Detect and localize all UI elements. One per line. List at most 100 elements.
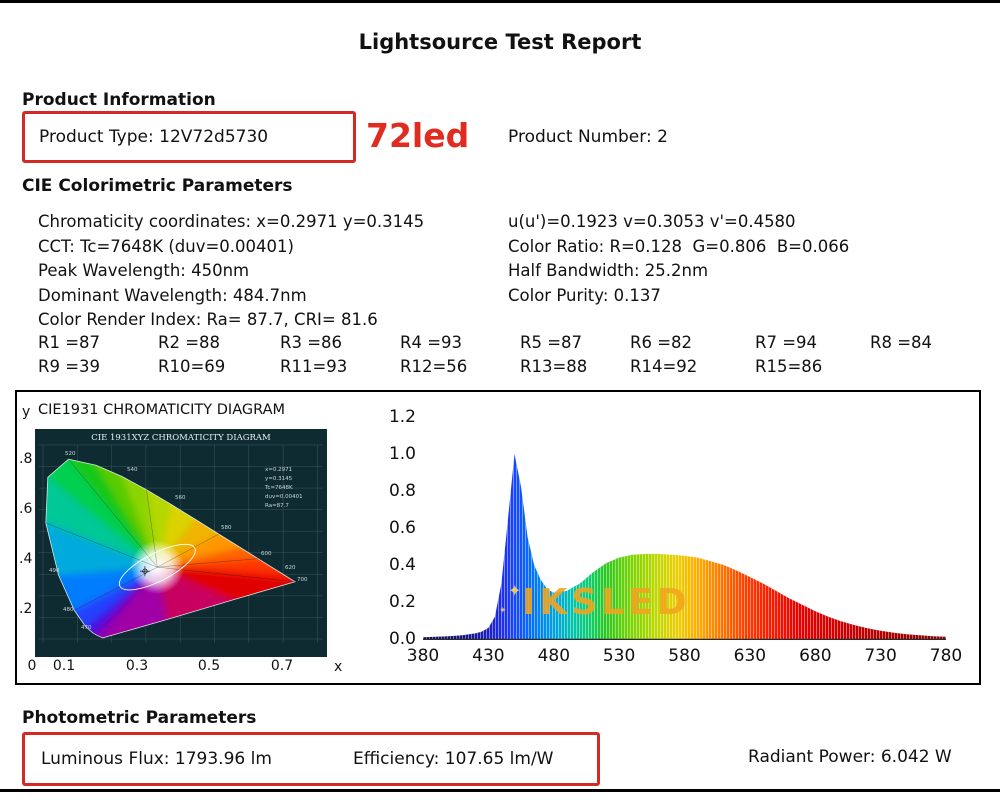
spd-x-ticks-label: 680	[799, 646, 832, 666]
cri-value: R11=93	[280, 357, 348, 376]
svg-text:540: 540	[127, 467, 138, 473]
svg-text:520: 520	[65, 451, 76, 457]
cri-row-2: R9 =39 R10=69 R11=93 R12=56 R13=88 R14=92 R15=…	[38, 357, 950, 376]
photometric-box: Luminous Flux: 1793.96 lm Efficiency: 10…	[22, 732, 600, 786]
cie-x-ticks-label: 0.7	[270, 658, 294, 674]
cri-value: R12=56	[400, 357, 468, 376]
spd-y-ticks-label: 0.0	[388, 629, 416, 649]
cie-y-ticks-label: .8	[19, 451, 33, 467]
spd-x-ticks-label: 730	[864, 646, 897, 666]
charts-panel: y CIE1931 CHROMATICITY DIAGRAM .8 .6 .4 .2	[15, 390, 981, 685]
cie-y-ticks: .8 .6 .4 .2	[17, 392, 352, 683]
product-type-value: Product Type: 12V72d5730	[39, 127, 269, 147]
cie-x-axis-label: x	[334, 659, 343, 675]
cri-value: R8 =84	[870, 333, 933, 352]
cri-value: R14=92	[630, 357, 698, 376]
cie-inner-title: CIE 1931XYZ CHROMATICITY DIAGRAM	[91, 433, 271, 443]
svg-text:480: 480	[63, 607, 74, 613]
cri-value: R1 =87	[38, 333, 101, 352]
cie-y-ticks-label: .2	[19, 601, 33, 617]
watermark-sparkle-icon: ✦	[508, 581, 521, 600]
cie-chart-title: CIE1931 CHROMATICITY DIAGRAM	[38, 402, 286, 418]
spd-x-ticks-label: 430	[472, 646, 505, 666]
param-line: Half Bandwidth: 25.2nm	[508, 261, 709, 281]
param-line: Chromaticity coordinates: x=0.2971 y=0.3…	[38, 212, 425, 231]
spd-y-ticks-label: 0.6	[388, 518, 416, 538]
param-line: Color Ratio: R=0.128 G=0.806 B=0.066	[508, 236, 850, 256]
product-number: Product Number: 2	[508, 127, 668, 147]
cie-y-ticks-label: .6	[19, 501, 33, 517]
svg-text:duv=0.00401: duv=0.00401	[265, 494, 303, 500]
radiant-power-value: Radiant Power: 6.042 W	[748, 747, 952, 767]
param-line: Color Purity: 0.137	[508, 285, 661, 305]
param-line: CCT: Tc=7648K (duv=0.00401)	[38, 236, 294, 256]
cri-value: R15=86	[755, 357, 823, 376]
svg-text:Tc=7648K: Tc=7648K	[264, 485, 293, 491]
spd-x-ticks-label: 580	[668, 646, 701, 666]
svg-text:600: 600	[261, 551, 272, 557]
spd-x-ticks-label: 480	[537, 646, 571, 666]
watermark-text: IKSLED	[522, 582, 691, 623]
spd-x-ticks-label: 380	[406, 646, 440, 666]
colorimetric-heading: CIE Colorimetric Parameters	[22, 176, 293, 196]
cie-y-axis-label: y	[22, 404, 31, 420]
product-type-annotation: 72led	[366, 116, 470, 155]
svg-text:700: 700	[297, 577, 308, 583]
report-title: Lightsource Test Report	[358, 30, 642, 54]
cie-x-ticks-label: 0.1	[52, 658, 76, 674]
svg-text:580: 580	[221, 525, 232, 531]
cri-value: R4 =93	[400, 333, 463, 352]
cie-chart: y CIE1931 CHROMATICITY DIAGRAM .8 .6 .4 .2	[17, 392, 352, 683]
cri-value: R13=88	[520, 357, 588, 376]
cri-value: R6 =82	[630, 333, 693, 352]
svg-text:470: 470	[81, 625, 92, 631]
cri-value: R9 =39	[38, 357, 101, 376]
cri-row-1: R1 =87 R2 =88 R3 =86 R4 =93 R5 =87 R6 =82 R7 =…	[38, 333, 950, 352]
svg-text:Ra=87.7: Ra=87.7	[265, 503, 289, 509]
param-line: Dominant Wavelength: 484.7nm	[38, 285, 307, 305]
cie-info-lines: x=0.2971 y=0.3145 Tc=7648K duv=0.00401 Ra=87…	[264, 467, 303, 509]
svg-text:490: 490	[49, 568, 60, 574]
cri-value: R5 =87	[520, 333, 583, 352]
param-line: Color Render Index: Ra= 87.7, CRI= 81.6	[38, 310, 378, 330]
cie-x-ticks-label: 0.5	[197, 658, 221, 674]
product-type-box: Product Type: 12V72d5730	[22, 111, 356, 163]
spd-y-ticks-label: 1.2	[388, 407, 416, 427]
spd-chart: 1.2 1.0 0.8 0.6 0.4 0.2 0.0	[352, 400, 980, 685]
page-top-border	[0, 0, 1000, 3]
svg-text:x=0.2971: x=0.2971	[265, 467, 292, 473]
spd-y-ticks-label: 0.8	[388, 481, 416, 501]
cie-y-ticks-label: .4	[19, 551, 33, 567]
page-bottom-border	[0, 789, 1000, 792]
spd-x-ticks: 380 430 480 530 580 630 680 730 780	[352, 646, 980, 668]
cie-right-lines: u(u')=0.1923 v=0.3053 v'=0.4580 Color Rat…	[508, 210, 849, 308]
spd-x-ticks-label: 630	[733, 646, 767, 666]
efficiency-value: Efficiency: 107.65 lm/W	[353, 749, 554, 769]
spd-x-ticks-label: 530	[602, 646, 636, 666]
watermark-sparkle-small-icon: ✦	[499, 606, 507, 616]
photometric-heading: Photometric Parameters	[22, 708, 257, 728]
cri-value: R2 =88	[158, 333, 221, 352]
svg-text:560: 560	[175, 495, 186, 501]
cri-value: R7 =94	[755, 333, 818, 352]
cie-left-lines: Chromaticity coordinates: x=0.2971 y=0.3…	[38, 210, 424, 333]
cie-x-ticks-label: 0.3	[125, 658, 149, 674]
param-line: Peak Wavelength: 450nm	[38, 261, 250, 281]
cie-x-ticks-label: 0	[27, 658, 37, 674]
svg-text:y=0.3145: y=0.3145	[265, 476, 293, 482]
svg-text:620: 620	[285, 565, 296, 571]
spd-y-ticks-label: 0.4	[388, 555, 416, 575]
spd-y-ticks-label: 1.0	[388, 444, 416, 464]
spd-plot: ✦ ✦ IKSLED	[423, 454, 946, 641]
product-info-heading: Product Information	[22, 90, 216, 110]
spd-y-ticks: 1.2 1.0 0.8 0.6 0.4 0.2 0.0	[352, 400, 416, 685]
spd-y-ticks-label: 0.2	[388, 592, 416, 612]
luminous-flux-value: Luminous Flux: 1793.96 lm	[41, 749, 272, 769]
spd-x-ticks-label: 780	[929, 646, 963, 666]
spd-stripe-texture	[423, 454, 946, 639]
cie-x-ticks: 0 0.1 0.3 0.5 0.7	[17, 658, 352, 678]
cri-value: R10=69	[158, 357, 226, 376]
